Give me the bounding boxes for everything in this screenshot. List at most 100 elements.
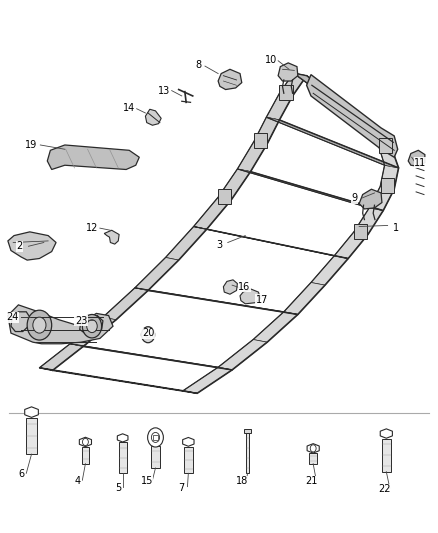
Polygon shape: [117, 434, 128, 442]
Text: 23: 23: [75, 316, 87, 326]
Polygon shape: [135, 257, 179, 290]
Polygon shape: [218, 69, 242, 90]
Text: 24: 24: [6, 312, 18, 322]
Polygon shape: [218, 189, 231, 204]
Polygon shape: [293, 73, 381, 131]
Text: 14: 14: [123, 103, 135, 112]
Polygon shape: [254, 133, 267, 148]
Bar: [309, 453, 317, 464]
Text: 3: 3: [216, 240, 222, 250]
Polygon shape: [194, 227, 348, 259]
Polygon shape: [311, 256, 348, 285]
Polygon shape: [79, 437, 92, 447]
Polygon shape: [369, 187, 394, 211]
Polygon shape: [166, 227, 207, 260]
Polygon shape: [254, 117, 279, 144]
Polygon shape: [8, 232, 56, 260]
Polygon shape: [237, 141, 267, 172]
Bar: [151, 446, 160, 468]
Text: 20: 20: [142, 328, 154, 338]
Polygon shape: [408, 150, 425, 166]
Polygon shape: [39, 344, 83, 370]
Polygon shape: [11, 312, 30, 332]
Polygon shape: [381, 178, 394, 193]
Bar: [81, 447, 89, 464]
Polygon shape: [183, 367, 232, 393]
Polygon shape: [237, 169, 383, 211]
Polygon shape: [8, 305, 113, 344]
Polygon shape: [104, 230, 119, 244]
Polygon shape: [39, 368, 197, 393]
Text: 12: 12: [86, 223, 98, 233]
Polygon shape: [135, 288, 298, 314]
Polygon shape: [47, 145, 139, 169]
Polygon shape: [80, 316, 103, 335]
Text: 15: 15: [141, 477, 153, 486]
Circle shape: [33, 317, 46, 333]
Polygon shape: [368, 128, 392, 149]
Polygon shape: [103, 288, 148, 320]
Polygon shape: [293, 73, 381, 131]
Polygon shape: [183, 438, 194, 446]
Text: 16: 16: [238, 282, 251, 292]
Polygon shape: [334, 232, 368, 259]
Polygon shape: [266, 93, 293, 120]
Text: 7: 7: [179, 483, 185, 492]
Polygon shape: [354, 208, 383, 235]
Text: 6: 6: [18, 470, 24, 479]
Circle shape: [82, 314, 102, 338]
Polygon shape: [70, 344, 232, 370]
Polygon shape: [380, 429, 392, 438]
Polygon shape: [359, 189, 382, 209]
Polygon shape: [25, 407, 39, 417]
Text: 4: 4: [75, 477, 81, 486]
Text: 22: 22: [378, 484, 391, 494]
Polygon shape: [379, 147, 399, 168]
Circle shape: [141, 327, 155, 343]
Polygon shape: [354, 224, 367, 239]
Text: 17: 17: [256, 295, 268, 304]
Text: 1: 1: [393, 223, 399, 232]
Circle shape: [148, 428, 163, 447]
Bar: [184, 447, 193, 473]
Text: 21: 21: [305, 477, 317, 486]
Text: 11: 11: [414, 158, 427, 167]
Bar: [246, 433, 249, 473]
Polygon shape: [223, 280, 237, 294]
Polygon shape: [240, 289, 261, 304]
Polygon shape: [279, 85, 293, 100]
Circle shape: [87, 320, 97, 333]
Bar: [26, 418, 37, 454]
Circle shape: [152, 432, 159, 442]
Bar: [244, 429, 251, 433]
Bar: [153, 434, 158, 440]
Polygon shape: [278, 63, 298, 81]
Circle shape: [82, 438, 88, 446]
Bar: [382, 439, 391, 472]
Circle shape: [145, 332, 151, 338]
Polygon shape: [70, 317, 116, 346]
Polygon shape: [307, 443, 319, 453]
Text: 13: 13: [158, 86, 170, 95]
Circle shape: [310, 445, 316, 452]
Text: 8: 8: [195, 60, 201, 70]
Polygon shape: [284, 282, 325, 314]
Polygon shape: [145, 109, 161, 125]
Polygon shape: [279, 73, 307, 96]
Polygon shape: [266, 117, 399, 168]
Bar: [119, 442, 127, 473]
Text: 2: 2: [17, 241, 23, 251]
Polygon shape: [194, 197, 231, 229]
Text: 5: 5: [115, 483, 121, 492]
Polygon shape: [379, 139, 392, 154]
Text: 10: 10: [265, 55, 277, 64]
Polygon shape: [218, 340, 267, 370]
Polygon shape: [380, 165, 399, 189]
Polygon shape: [218, 169, 251, 200]
Polygon shape: [253, 312, 298, 342]
Text: 9: 9: [352, 193, 358, 203]
Circle shape: [27, 310, 52, 340]
Polygon shape: [307, 75, 398, 157]
Text: 18: 18: [236, 477, 248, 486]
Text: 19: 19: [25, 140, 38, 150]
